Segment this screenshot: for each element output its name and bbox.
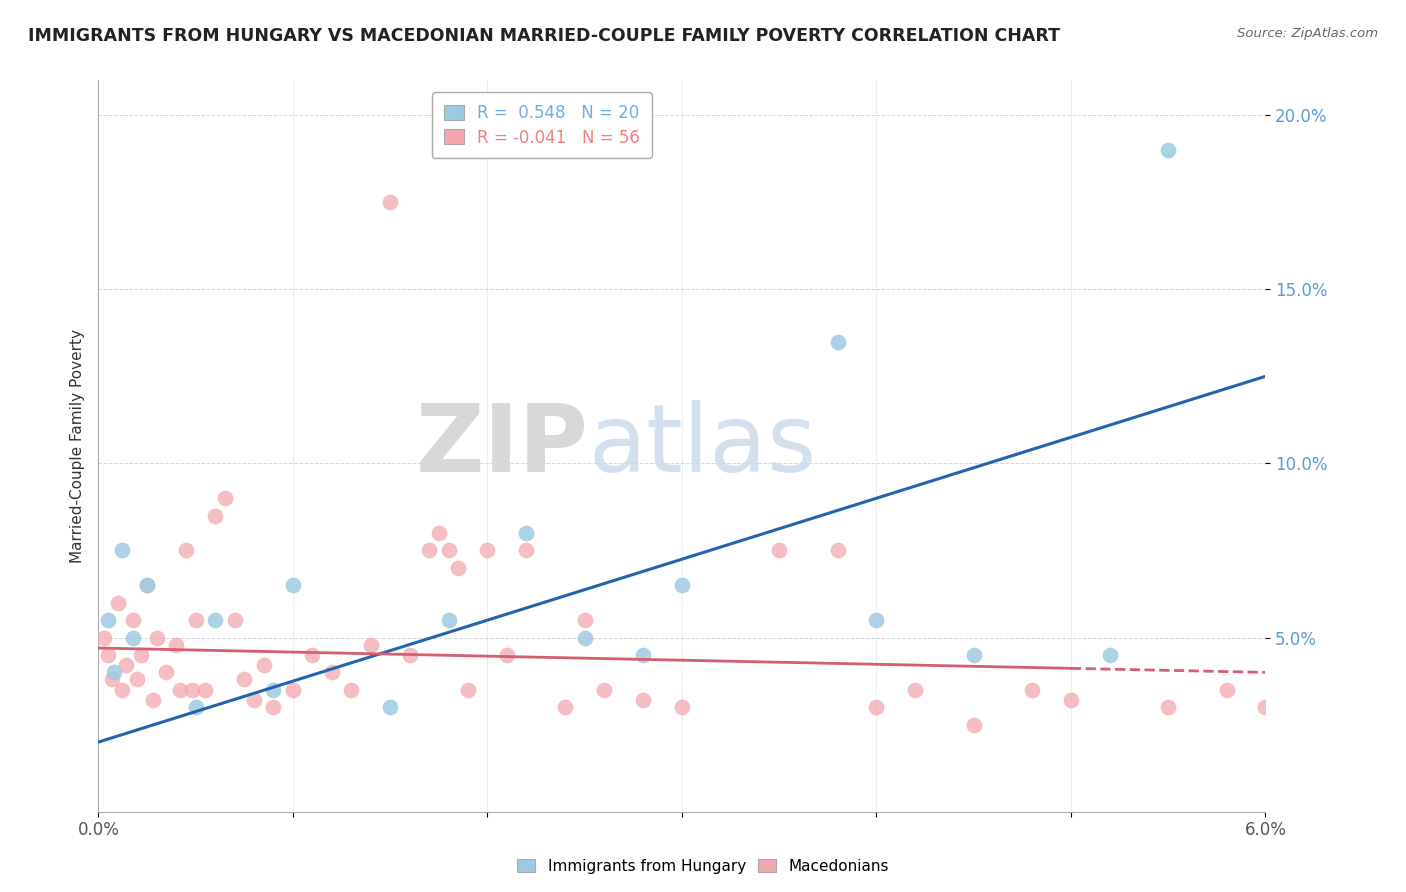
Point [93,631,115,645]
Point [671,700,693,714]
Point [827,543,849,558]
Point [103,665,125,680]
Point [253,658,276,673]
Point [447,561,470,575]
Point [865,700,887,714]
Point [1157,700,1180,714]
Point [129,648,152,662]
Point [107,596,129,610]
Y-axis label: Married-Couple Family Poverty: Married-Couple Family Poverty [69,329,84,563]
Point [593,682,616,697]
Point [243,693,266,707]
Point [111,682,134,697]
Point [321,665,343,680]
Point [233,673,256,687]
Point [155,665,177,680]
Point [437,613,460,627]
Point [165,638,187,652]
Point [1157,143,1180,157]
Point [262,700,284,714]
Point [142,693,165,707]
Point [1060,693,1083,707]
Text: atlas: atlas [589,400,817,492]
Point [865,613,887,627]
Point [477,543,499,558]
Point [122,613,145,627]
Point [204,613,226,627]
Legend: Immigrants from Hungary, Macedonians: Immigrants from Hungary, Macedonians [510,853,896,880]
Point [496,648,519,662]
Point [146,631,169,645]
Text: ZIP: ZIP [416,400,589,492]
Text: IMMIGRANTS FROM HUNGARY VS MACEDONIAN MARRIED-COUPLE FAMILY POVERTY CORRELATION : IMMIGRANTS FROM HUNGARY VS MACEDONIAN MA… [28,27,1060,45]
Point [97,613,120,627]
Point [262,682,284,697]
Point [184,700,207,714]
Point [768,543,790,558]
Point [101,673,124,687]
Point [301,648,323,662]
Point [827,334,849,349]
Point [554,700,576,714]
Legend: R =  0.548   N = 20, R = -0.041   N = 56: R = 0.548 N = 20, R = -0.041 N = 56 [432,92,651,158]
Point [281,682,304,697]
Point [1254,700,1277,714]
Point [136,578,159,592]
Point [380,195,402,210]
Point [180,682,202,697]
Point [631,648,654,662]
Point [204,508,226,523]
Point [418,543,440,558]
Point [1215,682,1237,697]
Text: Source: ZipAtlas.com: Source: ZipAtlas.com [1237,27,1378,40]
Point [340,682,363,697]
Point [962,717,984,731]
Point [127,673,149,687]
Point [97,648,120,662]
Point [169,682,191,697]
Point [1021,682,1043,697]
Point [574,613,596,627]
Point [574,631,596,645]
Point [114,658,136,673]
Point [1098,648,1121,662]
Point [224,613,246,627]
Point [398,648,420,662]
Point [174,543,197,558]
Point [437,543,460,558]
Point [214,491,236,506]
Point [515,543,537,558]
Point [904,682,927,697]
Point [515,526,537,541]
Point [281,578,304,592]
Point [111,543,134,558]
Point [194,682,217,697]
Point [360,638,382,652]
Point [631,693,654,707]
Point [380,700,402,714]
Point [962,648,984,662]
Point [136,578,159,592]
Point [184,613,207,627]
Point [457,682,479,697]
Point [671,578,693,592]
Point [122,631,145,645]
Point [427,526,450,541]
